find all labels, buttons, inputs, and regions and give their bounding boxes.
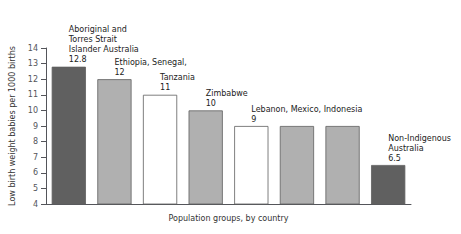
svg-text:Aboriginal and: Aboriginal and [69, 25, 127, 34]
svg-text:9: 9 [33, 122, 38, 131]
svg-text:Torres Strait: Torres Strait [68, 35, 117, 44]
svg-text:11: 11 [28, 90, 38, 99]
svg-text:12.8: 12.8 [69, 55, 87, 64]
svg-text:11: 11 [160, 83, 170, 92]
svg-text:5: 5 [33, 184, 38, 193]
svg-text:14: 14 [28, 44, 38, 53]
svg-text:Islander Australia: Islander Australia [69, 45, 139, 54]
svg-text:12: 12 [114, 68, 124, 77]
svg-text:10: 10 [206, 99, 216, 108]
svg-text:13: 13 [28, 59, 38, 68]
svg-text:Tanzania: Tanzania [159, 73, 195, 82]
svg-text:6: 6 [33, 168, 38, 177]
svg-text:Zimbabwe: Zimbabwe [206, 89, 248, 98]
svg-text:Low birth weight babies per 10: Low birth weight babies per 1000 births [8, 46, 17, 206]
svg-text:Non-Indigenous: Non-Indigenous [388, 134, 451, 143]
svg-text:4: 4 [33, 200, 38, 209]
svg-text:7: 7 [33, 153, 38, 162]
svg-text:8: 8 [33, 137, 38, 146]
svg-text:12: 12 [28, 75, 38, 84]
svg-text:Australia: Australia [388, 144, 423, 153]
svg-text:6.5: 6.5 [388, 154, 401, 163]
svg-text:Population groups, by country: Population groups, by country [168, 214, 288, 223]
svg-text:9: 9 [251, 115, 256, 124]
svg-text:Lebanon, Mexico, Indonesia: Lebanon, Mexico, Indonesia [251, 105, 362, 114]
svg-text:Ethiopia, Senegal,: Ethiopia, Senegal, [114, 58, 186, 67]
svg-text:10: 10 [28, 106, 38, 115]
